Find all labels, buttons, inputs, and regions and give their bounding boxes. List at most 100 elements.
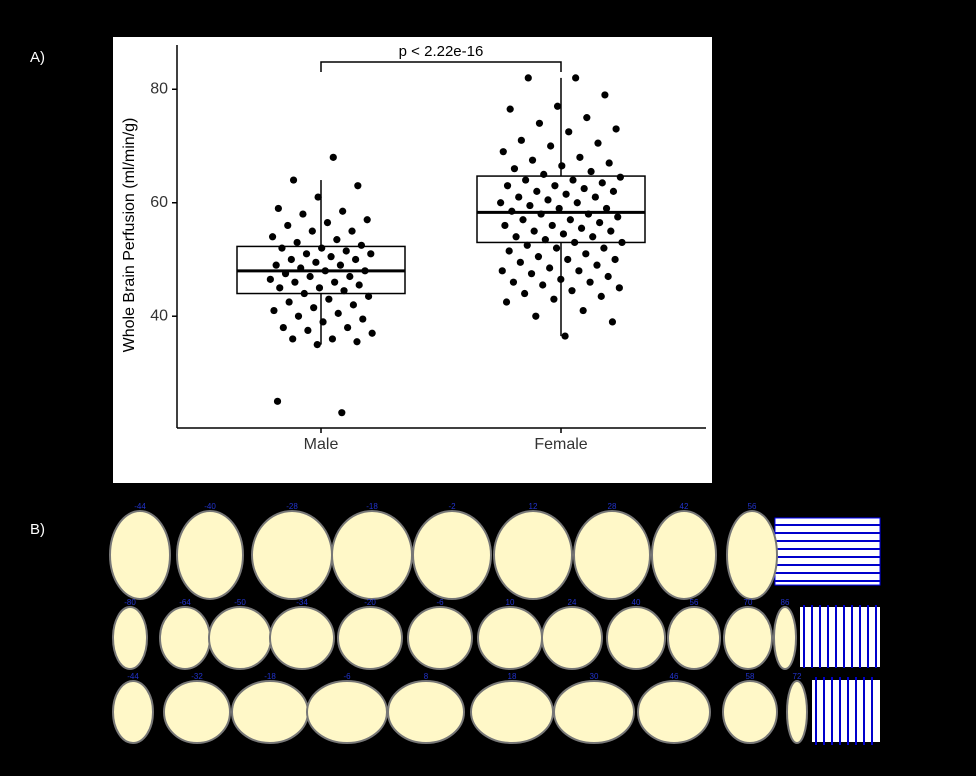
- point: [523, 241, 531, 249]
- point: [499, 148, 507, 156]
- brain-slice: [773, 606, 797, 670]
- point: [519, 216, 527, 224]
- point: [532, 312, 540, 320]
- point: [522, 176, 530, 184]
- slice-label: 56: [690, 598, 699, 607]
- point: [573, 199, 581, 207]
- slice-label: 46: [670, 672, 679, 681]
- point: [339, 207, 347, 215]
- slice-label: 72: [793, 672, 802, 681]
- slice-label: -28: [286, 502, 298, 511]
- point: [593, 261, 601, 269]
- slice-label: 58: [746, 672, 755, 681]
- point: [344, 323, 352, 332]
- point: [355, 281, 363, 289]
- slice-label: -20: [364, 598, 376, 607]
- x-tick-label: Female: [534, 436, 587, 453]
- point: [503, 182, 512, 190]
- slice-label: 56: [748, 502, 757, 511]
- slice-label: -44: [134, 502, 146, 511]
- point: [340, 287, 348, 295]
- point: [279, 323, 287, 332]
- point: [327, 253, 335, 261]
- point: [501, 221, 509, 230]
- brain-slice: [726, 510, 778, 600]
- slice-label: -80: [124, 598, 136, 607]
- point: [539, 281, 547, 289]
- point: [293, 238, 301, 247]
- point: [564, 255, 572, 264]
- point: [579, 306, 587, 315]
- brain-slice: [573, 510, 651, 600]
- slice-label: -44: [127, 672, 139, 681]
- brain-slice: [331, 510, 413, 600]
- point: [352, 255, 360, 264]
- slice-label: -50: [234, 598, 246, 607]
- brain-slice: [109, 510, 171, 600]
- point: [346, 272, 354, 281]
- point: [562, 190, 570, 198]
- point: [553, 102, 562, 110]
- point: [299, 210, 307, 218]
- point: [589, 233, 597, 241]
- point: [325, 295, 333, 303]
- slice-label: 10: [506, 598, 515, 607]
- point: [540, 170, 548, 178]
- y-tick-label: 40: [150, 307, 168, 324]
- point: [591, 193, 599, 201]
- point: [276, 284, 284, 292]
- point: [328, 335, 337, 343]
- point: [568, 287, 576, 295]
- brain-slice: [667, 606, 721, 670]
- slice-label: 70: [744, 598, 753, 607]
- point: [615, 284, 623, 292]
- point: [306, 272, 314, 281]
- point: [602, 204, 611, 213]
- point: [618, 238, 626, 247]
- point: [287, 255, 295, 264]
- slice-label: -18: [264, 672, 276, 681]
- point: [608, 318, 617, 326]
- point: [535, 119, 544, 127]
- point: [348, 227, 356, 235]
- point: [548, 221, 556, 230]
- point: [294, 312, 303, 320]
- brain-slice: [208, 606, 272, 670]
- point: [575, 267, 583, 275]
- point: [551, 182, 559, 190]
- point: [342, 247, 350, 255]
- point: [555, 204, 563, 213]
- point: [273, 397, 282, 405]
- brain-slice: [159, 606, 211, 670]
- y-axis-label: Whole Brain Perfusion (ml/min/g): [121, 118, 138, 353]
- point: [584, 210, 593, 218]
- slice-view: [774, 517, 881, 586]
- point: [312, 258, 320, 266]
- brain-slice: [112, 606, 148, 670]
- point: [363, 216, 371, 224]
- brain-slice: [112, 680, 154, 744]
- slice-view: [800, 607, 880, 667]
- slice-label: 42: [680, 502, 689, 511]
- point: [544, 196, 552, 204]
- brain-slice: [553, 680, 635, 744]
- point: [338, 409, 346, 417]
- slice-label: -32: [191, 672, 203, 681]
- point: [289, 335, 297, 343]
- point: [291, 278, 299, 286]
- slice-label: -64: [179, 598, 191, 607]
- point: [319, 318, 327, 326]
- point: [611, 255, 619, 264]
- point: [285, 298, 293, 306]
- point: [580, 184, 588, 193]
- point: [516, 258, 524, 266]
- point: [313, 340, 321, 349]
- point: [604, 272, 612, 281]
- point: [308, 227, 316, 235]
- point: [357, 241, 366, 249]
- annotation: p < 2.22e-16: [399, 43, 484, 60]
- point: [565, 128, 573, 136]
- point: [304, 326, 312, 335]
- point: [577, 224, 586, 232]
- slice-lines: [775, 524, 880, 582]
